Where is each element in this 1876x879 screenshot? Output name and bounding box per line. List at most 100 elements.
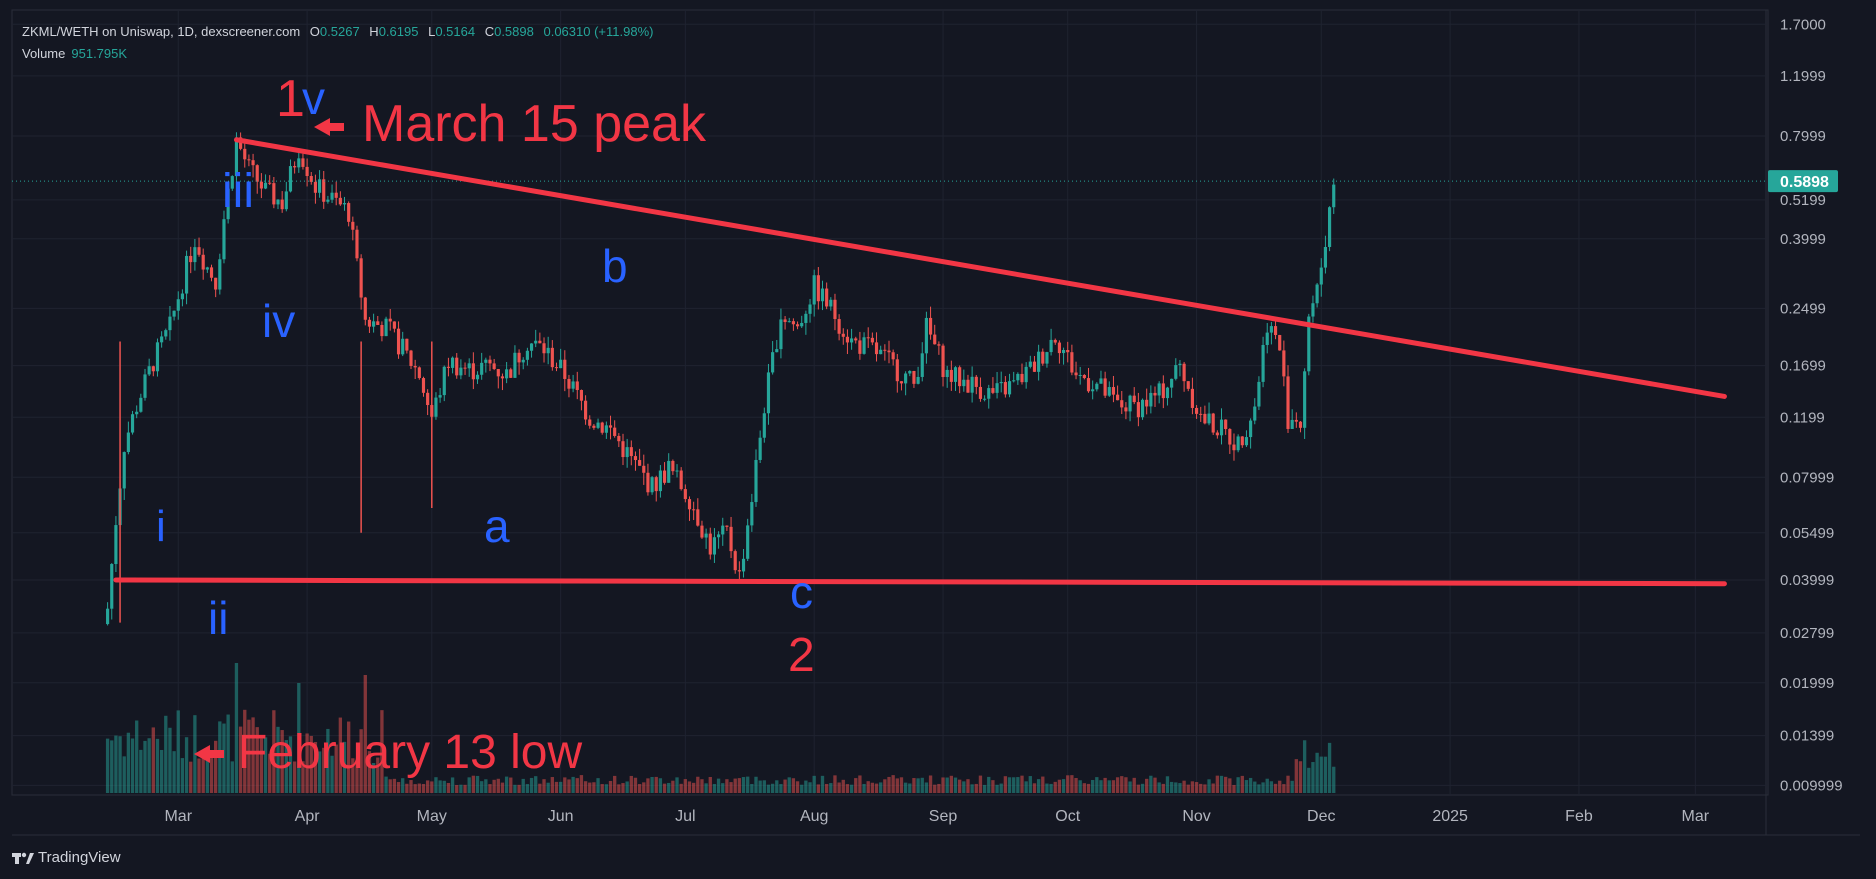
volume-bar xyxy=(845,784,850,793)
candle-body xyxy=(1107,387,1111,396)
volume-bar xyxy=(1194,782,1199,793)
y-tick-label: 0.01999 xyxy=(1780,675,1834,692)
volume-bar xyxy=(800,784,804,793)
candle-body xyxy=(554,367,559,369)
candle-body xyxy=(500,376,505,379)
annotation-label: b xyxy=(602,240,628,292)
candle-body xyxy=(1140,399,1145,418)
volume-bar xyxy=(1169,781,1174,793)
volume-bar xyxy=(870,782,875,793)
volume-bar xyxy=(155,738,160,793)
volume-bar xyxy=(866,781,870,793)
candle-body xyxy=(983,398,987,400)
candle-body xyxy=(571,381,575,389)
candle-body xyxy=(953,367,958,382)
candle-body xyxy=(251,160,255,166)
volume-bar xyxy=(1107,780,1111,793)
candle-body xyxy=(1066,349,1070,353)
volume-bar xyxy=(737,778,742,793)
candle-body xyxy=(263,182,268,189)
volume-bar xyxy=(592,782,596,793)
volume-bar xyxy=(384,776,388,793)
volume-bar xyxy=(895,778,899,793)
volume-bar xyxy=(1219,775,1224,793)
volume-bar xyxy=(604,784,609,793)
candle-body xyxy=(916,376,920,384)
candle-body xyxy=(592,425,596,428)
volume-bar xyxy=(359,729,363,793)
candle-body xyxy=(974,376,978,387)
candle-body xyxy=(359,258,363,298)
candle-body xyxy=(858,340,862,354)
candle-body xyxy=(762,413,766,438)
volume-bar xyxy=(326,728,330,793)
volume-bar xyxy=(937,783,941,793)
volume-bar xyxy=(642,782,646,793)
volume-bar xyxy=(338,717,343,793)
candle-body xyxy=(505,369,509,379)
candle-body xyxy=(933,334,937,345)
volume-bar xyxy=(1086,783,1091,793)
volume-bar xyxy=(1298,761,1303,793)
candle-body xyxy=(309,176,313,182)
candle-body xyxy=(234,137,239,177)
candle-body xyxy=(259,181,263,189)
volume-bar xyxy=(392,778,397,793)
volume-bar xyxy=(633,777,638,793)
plot-frame xyxy=(11,9,1769,796)
candle-body xyxy=(970,376,974,393)
candle-body xyxy=(1049,339,1053,353)
brand[interactable]: TradingView xyxy=(12,849,121,866)
volume-bar xyxy=(617,784,621,793)
candle-body xyxy=(1116,394,1120,401)
volume-bar xyxy=(953,777,958,793)
volume-bar xyxy=(1140,783,1145,793)
volume-bar xyxy=(1128,781,1132,793)
candle-body xyxy=(446,366,451,368)
volume-bar xyxy=(151,727,155,793)
volume-bar xyxy=(1269,781,1274,793)
volume-bar xyxy=(1115,777,1120,793)
candle-body xyxy=(1111,387,1116,395)
candle-body xyxy=(463,367,467,369)
candle-body xyxy=(1307,316,1311,372)
candle-body xyxy=(608,425,613,428)
volume-bar xyxy=(251,717,255,793)
candle-body xyxy=(147,366,151,375)
volume-bar xyxy=(1111,780,1116,793)
candle-body xyxy=(1240,436,1244,446)
candle-body xyxy=(1124,407,1128,412)
volume-bar xyxy=(1244,780,1249,793)
volume-bar xyxy=(405,783,409,793)
candle-body xyxy=(1078,375,1082,377)
candle-body xyxy=(384,318,388,337)
candle-body xyxy=(891,352,895,360)
candle-body xyxy=(160,336,164,343)
y-tick-label: 0.1199 xyxy=(1780,409,1825,426)
x-tick-label: May xyxy=(417,808,447,825)
y-tick-label: 0.5199 xyxy=(1780,192,1826,209)
candle-body xyxy=(613,427,617,436)
volume-bar xyxy=(301,761,305,793)
volume-bar xyxy=(272,710,276,793)
candle-body xyxy=(1161,383,1165,399)
candle-body xyxy=(945,369,949,378)
volume-bar xyxy=(766,784,771,793)
candle-body xyxy=(172,310,176,317)
volume-bar xyxy=(1190,781,1195,793)
volume-bar xyxy=(1278,780,1282,793)
volume-bar xyxy=(322,747,326,793)
volume-bar xyxy=(1070,775,1074,793)
candle-body xyxy=(1219,419,1224,436)
volume-bar xyxy=(276,726,280,793)
y-tick-label: 0.3999 xyxy=(1780,231,1826,248)
volume-bar xyxy=(824,783,829,793)
volume-bar xyxy=(139,749,143,793)
candle-body xyxy=(1278,335,1282,351)
candle-body xyxy=(438,395,442,398)
candle-body xyxy=(1165,387,1170,399)
volume-bar xyxy=(700,779,704,793)
volume-bar xyxy=(1315,752,1319,793)
